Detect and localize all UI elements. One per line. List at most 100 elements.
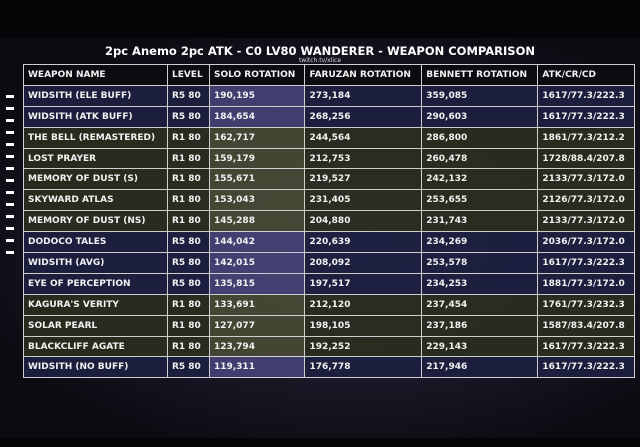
table-cell: 1881/77.3/172.0 <box>537 272 635 295</box>
table-cell: 1761/77.3/232.3 <box>537 293 635 316</box>
table-cell: 244,564 <box>304 126 423 149</box>
table-cell: 1617/77.3/222.3 <box>537 356 635 379</box>
dash-marker-icon <box>6 203 14 206</box>
table-cell: EYE OF PERCEPTION <box>23 272 168 295</box>
table-cell: 159,179 <box>208 147 306 170</box>
table-cell: 2036/77.3/172.0 <box>537 231 635 254</box>
table-row: BLACKCLIFF AGATE R1 80 123,794 192,252 229,1… <box>23 335 635 358</box>
table-cell: 198,105 <box>304 314 423 337</box>
dash-marker-icon <box>6 95 14 98</box>
table-cell: SOLAR PEARL <box>23 314 168 337</box>
column-header: SOLO ROTATION <box>208 64 306 86</box>
table-cell: 217,946 <box>421 356 539 379</box>
dash-marker-icon <box>6 167 14 170</box>
table-cell: R1 80 <box>166 168 210 191</box>
table-header: WEAPON NAME LEVEL SOLO ROTATION FARUZAN ROT… <box>23 64 635 86</box>
table-cell: 155,671 <box>208 168 306 191</box>
table-cell: KAGURA'S VERITY <box>23 293 168 316</box>
table-cell: MEMORY OF DUST (S) <box>23 168 168 191</box>
table-cell: 1617/77.3/222.3 <box>537 105 635 128</box>
table-cell: 2133/77.3/172.0 <box>537 168 635 191</box>
table-row: MEMORY OF DUST (NS) R1 80 145,288 204,880 23… <box>23 210 635 233</box>
table-cell: 162,717 <box>208 126 306 149</box>
table-cell: R1 80 <box>166 147 210 170</box>
row-markers <box>6 86 14 263</box>
dash-marker-icon <box>6 131 14 134</box>
table-cell: WIDSITH (ELE BUFF) <box>23 84 168 107</box>
table-cell: R1 80 <box>166 335 210 358</box>
table-cell: 190,195 <box>208 84 306 107</box>
table-cell: 234,253 <box>421 272 539 295</box>
dash-marker-icon <box>6 239 14 242</box>
dash-marker-icon <box>6 119 14 122</box>
table-cell: WIDSITH (NO BUFF) <box>23 356 168 379</box>
table-cell: 1587/83.4/207.8 <box>537 314 635 337</box>
table-cell: 197,517 <box>304 272 423 295</box>
table-cell: 1617/77.3/222.3 <box>537 252 635 274</box>
table-cell: R1 80 <box>166 126 210 149</box>
dash-marker-icon <box>6 227 14 230</box>
table-cell: 192,252 <box>304 335 423 358</box>
table-cell: 144,042 <box>208 231 306 254</box>
table-cell: 1617/77.3/222.3 <box>537 335 635 358</box>
table-cell: 145,288 <box>208 210 306 233</box>
table-cell: WIDSITH (AVG) <box>23 252 168 274</box>
table-row: WIDSITH (AVG) R5 80 142,015 208,092 253,578 1… <box>23 252 635 274</box>
table-cell: 268,256 <box>304 105 423 128</box>
table-cell: 253,655 <box>421 189 539 212</box>
dash-marker-icon <box>6 215 14 218</box>
table-cell: 119,311 <box>208 356 306 379</box>
dash-marker-icon <box>6 251 14 254</box>
dash-marker-icon <box>6 179 14 182</box>
column-header: BENNETT ROTATION <box>421 64 539 86</box>
page-title: 2pc Anemo 2pc ATK - C0 LV80 WANDERER - W… <box>105 44 535 58</box>
dash-marker-icon <box>6 107 14 110</box>
table-cell: 1617/77.3/222.3 <box>537 84 635 107</box>
table-cell: 253,578 <box>421 252 539 274</box>
table-cell: 127,077 <box>208 314 306 337</box>
table-cell: R5 80 <box>166 356 210 379</box>
table-cell: R5 80 <box>166 84 210 107</box>
table-row: LOST PRAYER R1 80 159,179 212,753 260,478 172… <box>23 147 635 170</box>
table-cell: 273,184 <box>304 84 423 107</box>
table-cell: 260,478 <box>421 147 539 170</box>
table-cell: THE BELL (REMASTERED) <box>23 126 168 149</box>
dash-marker-icon <box>6 143 14 146</box>
table-cell: 229,143 <box>421 335 539 358</box>
table-cell: LOST PRAYER <box>23 147 168 170</box>
table-cell: 237,186 <box>421 314 539 337</box>
table-row: DODOCO TALES R5 80 144,042 220,639 234,269 20… <box>23 231 635 254</box>
table-row: THE BELL (REMASTERED) R1 80 162,717 244,564… <box>23 126 635 149</box>
table-cell: 176,778 <box>304 356 423 379</box>
table-cell: 2126/77.3/172.0 <box>537 189 635 212</box>
weapon-comparison-table: WEAPON NAME LEVEL SOLO ROTATION FARUZAN ROT… <box>23 64 635 379</box>
table-cell: WIDSITH (ATK BUFF) <box>23 105 168 128</box>
table-row: SKYWARD ATLAS R1 80 153,043 231,405 253,655 2… <box>23 189 635 212</box>
table-cell: 242,132 <box>421 168 539 191</box>
table-cell: 2133/77.3/172.0 <box>537 210 635 233</box>
table-cell: 184,654 <box>208 105 306 128</box>
table-cell: 212,753 <box>304 147 423 170</box>
table-cell: R1 80 <box>166 189 210 212</box>
table-row: WIDSITH (NO BUFF) R5 80 119,311 176,778 217,… <box>23 356 635 379</box>
table-cell: BLACKCLIFF AGATE <box>23 335 168 358</box>
table-cell: 212,120 <box>304 293 423 316</box>
table-row: MEMORY OF DUST (S) R1 80 155,671 219,527 242… <box>23 168 635 191</box>
table-cell: 153,043 <box>208 189 306 212</box>
column-header: LEVEL <box>166 64 210 86</box>
table-cell: R1 80 <box>166 210 210 233</box>
table-cell: 133,691 <box>208 293 306 316</box>
table-cell: 286,800 <box>421 126 539 149</box>
table-cell: 142,015 <box>208 252 306 274</box>
table-cell: DODOCO TALES <box>23 231 168 254</box>
table-cell: MEMORY OF DUST (NS) <box>23 210 168 233</box>
table-cell: 135,815 <box>208 272 306 295</box>
table-cell: 123,794 <box>208 335 306 358</box>
table-row: WIDSITH (ATK BUFF) R5 80 184,654 268,256 290… <box>23 105 635 128</box>
table-cell: 231,405 <box>304 189 423 212</box>
column-header: FARUZAN ROTATION <box>304 64 423 86</box>
table-cell: R1 80 <box>166 314 210 337</box>
table-row: KAGURA'S VERITY R1 80 133,691 212,120 237,45… <box>23 293 635 316</box>
dash-marker-icon <box>6 191 14 194</box>
column-header: ATK/CR/CD <box>537 64 635 86</box>
